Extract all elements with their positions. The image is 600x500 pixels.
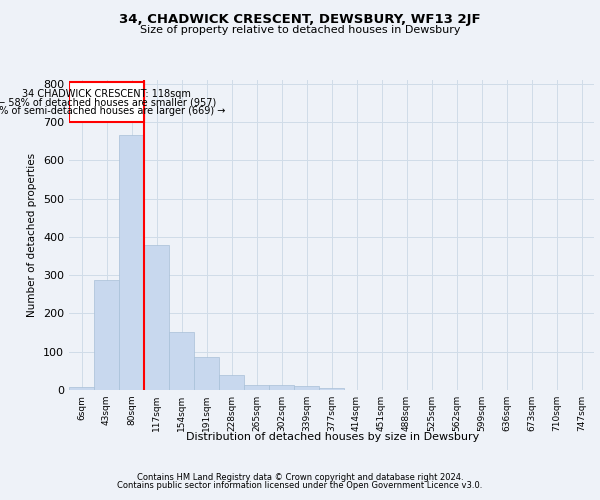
Text: 34 CHADWICK CRESCENT: 118sqm: 34 CHADWICK CRESCENT: 118sqm: [22, 89, 191, 99]
Bar: [244, 384, 269, 390]
Bar: [144, 246, 169, 390]
Bar: [94, 280, 119, 390]
Text: ← 58% of detached houses are smaller (957): ← 58% of detached houses are smaller (95…: [0, 97, 216, 107]
Bar: [269, 384, 294, 390]
Text: Size of property relative to detached houses in Dewsbury: Size of property relative to detached ho…: [140, 25, 460, 35]
Bar: [169, 332, 194, 390]
Y-axis label: Number of detached properties: Number of detached properties: [28, 153, 37, 317]
Text: 34, CHADWICK CRESCENT, DEWSBURY, WF13 2JF: 34, CHADWICK CRESCENT, DEWSBURY, WF13 2J…: [119, 12, 481, 26]
Text: Distribution of detached houses by size in Dewsbury: Distribution of detached houses by size …: [187, 432, 479, 442]
Text: Contains HM Land Registry data © Crown copyright and database right 2024.: Contains HM Land Registry data © Crown c…: [137, 472, 463, 482]
Bar: [119, 136, 144, 390]
Text: 41% of semi-detached houses are larger (669) →: 41% of semi-detached houses are larger (…: [0, 106, 226, 116]
Bar: [294, 386, 319, 390]
Bar: [219, 376, 244, 390]
Bar: [69, 82, 144, 122]
Text: Contains public sector information licensed under the Open Government Licence v3: Contains public sector information licen…: [118, 481, 482, 490]
Bar: [194, 356, 219, 390]
Bar: [69, 387, 94, 390]
Bar: [319, 388, 344, 390]
